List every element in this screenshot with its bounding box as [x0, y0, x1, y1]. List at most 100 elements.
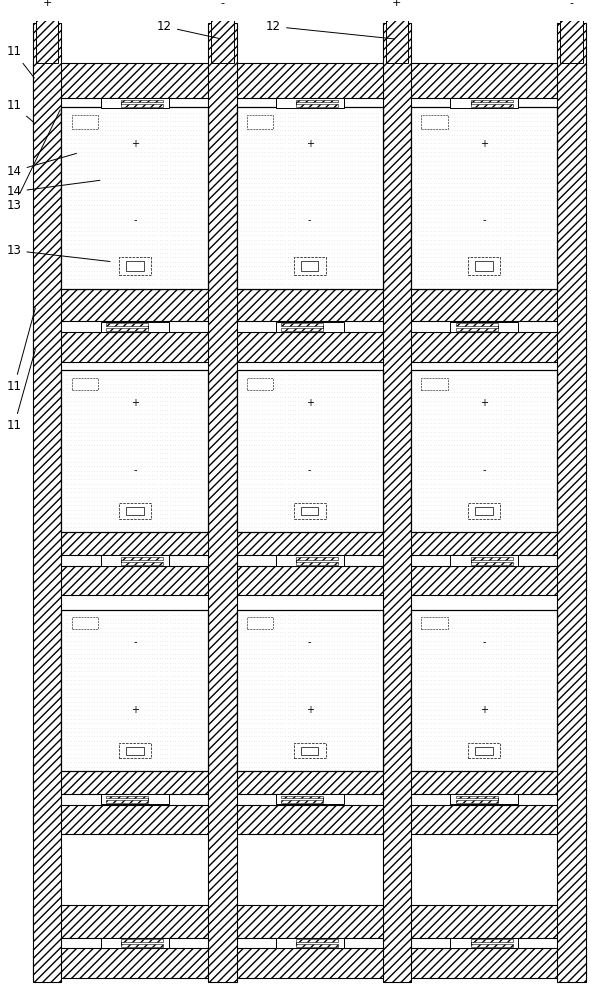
Bar [468, 503, 500, 519]
Bar [126, 507, 144, 515]
Text: +: + [131, 398, 139, 408]
Bar [101, 98, 169, 108]
Bar [247, 378, 273, 390]
Text: 13: 13 [7, 244, 110, 262]
Bar [296, 557, 338, 560]
Bar [276, 322, 343, 332]
Bar [72, 617, 98, 629]
Bar [61, 370, 208, 532]
Bar [450, 322, 518, 332]
Bar [276, 98, 343, 108]
Bar [456, 796, 498, 798]
Bar [450, 98, 518, 108]
Bar [33, 289, 586, 321]
Bar [411, 370, 557, 532]
Text: -: - [133, 465, 137, 475]
Bar [236, 370, 383, 532]
Bar [121, 939, 163, 942]
Bar [33, 523, 586, 555]
Bar [421, 115, 447, 129]
Text: 14: 14 [7, 180, 100, 198]
Bar [470, 104, 512, 107]
Bar [72, 115, 98, 129]
Text: +: + [480, 705, 488, 715]
Bar [468, 257, 500, 275]
Bar [411, 107, 557, 289]
Bar [61, 107, 208, 289]
Text: -: - [308, 637, 311, 647]
Bar [236, 610, 383, 771]
Bar [276, 938, 343, 948]
Bar [208, 23, 236, 982]
Bar [236, 107, 383, 289]
Bar [421, 617, 447, 629]
Bar [281, 800, 323, 803]
Text: +: + [480, 398, 488, 408]
Bar [101, 322, 169, 332]
Text: 11: 11 [7, 45, 34, 78]
Bar [456, 328, 498, 331]
Bar [106, 796, 148, 798]
Bar [72, 378, 98, 390]
Bar [33, 23, 61, 982]
Bar [468, 743, 500, 758]
Bar [119, 503, 151, 519]
Bar [560, 16, 583, 63]
Bar [281, 323, 323, 326]
Text: +: + [392, 0, 402, 8]
Bar [121, 562, 163, 565]
Bar [36, 16, 59, 63]
Bar [101, 938, 169, 948]
Bar [450, 555, 518, 566]
Bar [301, 747, 319, 755]
Bar [456, 323, 498, 326]
Text: +: + [43, 0, 52, 8]
Bar [106, 328, 148, 331]
Bar [294, 503, 326, 519]
Bar [450, 938, 518, 948]
Bar [121, 100, 163, 102]
Bar [33, 948, 586, 978]
Bar [33, 63, 586, 98]
Bar [247, 115, 273, 129]
Text: -: - [570, 0, 573, 8]
Text: 11: 11 [7, 308, 35, 393]
Bar [33, 905, 586, 938]
Text: +: + [306, 705, 314, 715]
Text: 14: 14 [7, 153, 76, 178]
Bar [33, 762, 586, 794]
Bar [106, 800, 148, 803]
Bar [281, 796, 323, 798]
Bar [450, 794, 518, 804]
Text: -: - [308, 215, 311, 225]
Bar [421, 378, 447, 390]
Text: +: + [480, 139, 488, 149]
Bar [296, 944, 338, 947]
Bar [121, 557, 163, 560]
Bar [470, 944, 512, 947]
Text: -: - [220, 0, 225, 8]
Bar [411, 610, 557, 771]
Bar [301, 261, 319, 271]
Bar [121, 944, 163, 947]
Bar [301, 507, 319, 515]
Bar [296, 939, 338, 942]
Text: -: - [482, 465, 486, 475]
Bar [276, 794, 343, 804]
Text: -: - [482, 637, 486, 647]
Bar [383, 23, 411, 982]
Bar [126, 747, 144, 755]
Bar [101, 555, 169, 566]
Bar [33, 566, 586, 595]
Text: +: + [306, 398, 314, 408]
Bar [211, 16, 233, 63]
Bar [106, 323, 148, 326]
Bar [119, 743, 151, 758]
Bar [296, 100, 338, 102]
Bar [470, 557, 512, 560]
Bar [294, 743, 326, 758]
Text: 11: 11 [7, 350, 35, 432]
Bar [475, 507, 493, 515]
Text: -: - [133, 215, 137, 225]
Bar [121, 104, 163, 107]
